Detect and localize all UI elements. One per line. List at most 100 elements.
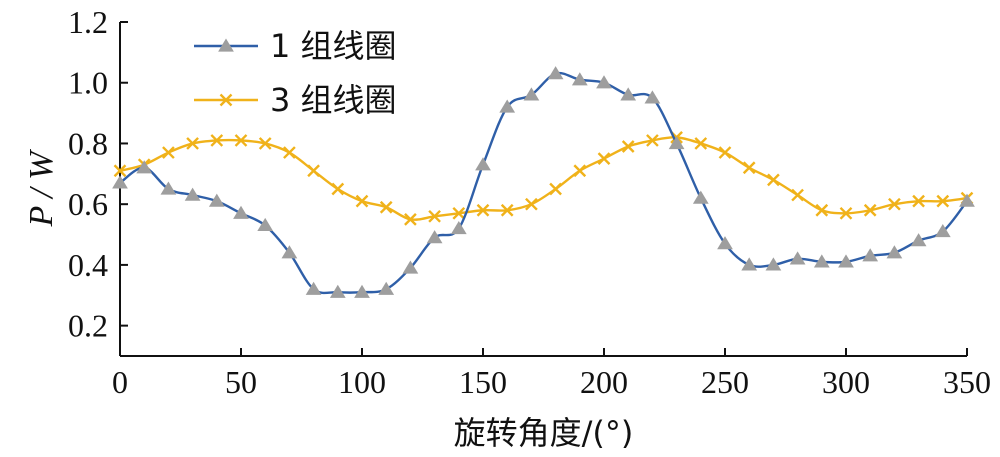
data-point bbox=[402, 260, 419, 274]
x-tick-label: 50 bbox=[225, 364, 257, 400]
x-marker-stroke bbox=[718, 146, 732, 159]
data-point bbox=[428, 209, 441, 223]
data-point bbox=[573, 164, 587, 178]
data-point bbox=[452, 206, 466, 220]
data-point bbox=[886, 245, 903, 259]
data-point bbox=[791, 188, 804, 202]
data-point bbox=[283, 146, 296, 159]
x-marker-stroke bbox=[646, 134, 659, 147]
x-marker-stroke bbox=[597, 152, 611, 165]
series-line bbox=[119, 71, 968, 295]
x-marker-stroke bbox=[500, 203, 514, 217]
x-marker-stroke bbox=[355, 194, 369, 208]
data-point bbox=[838, 254, 854, 268]
x-marker-stroke bbox=[888, 197, 901, 211]
x-marker-stroke bbox=[791, 188, 804, 202]
data-point bbox=[378, 281, 395, 295]
x-marker-stroke bbox=[186, 137, 199, 150]
x-marker-stroke bbox=[621, 140, 635, 153]
x-marker-stroke bbox=[283, 146, 296, 159]
data-point bbox=[307, 164, 320, 178]
data-point bbox=[160, 181, 177, 195]
data-point bbox=[258, 137, 272, 150]
x-tick-label: 350 bbox=[943, 364, 991, 400]
x-marker-stroke bbox=[452, 206, 466, 220]
data-point bbox=[646, 134, 659, 147]
data-point bbox=[717, 236, 733, 250]
data-point bbox=[596, 75, 612, 89]
x-marker-stroke bbox=[234, 134, 248, 147]
x-marker-stroke bbox=[379, 200, 393, 214]
data-point bbox=[813, 254, 830, 268]
y-tick-label: 0.4 bbox=[68, 247, 108, 283]
data-point bbox=[912, 194, 925, 208]
data-point bbox=[863, 203, 877, 217]
legend-label: 1 组线圈 bbox=[270, 27, 397, 65]
data-point bbox=[959, 193, 975, 207]
x-marker-stroke bbox=[912, 194, 925, 208]
data-point bbox=[668, 135, 685, 150]
x-marker-stroke bbox=[307, 164, 320, 178]
data-point bbox=[499, 99, 516, 113]
data-point bbox=[765, 257, 782, 271]
data-point bbox=[476, 203, 490, 217]
x-tick-label: 200 bbox=[580, 364, 628, 400]
data-point bbox=[450, 220, 467, 235]
data-point bbox=[741, 257, 758, 271]
x-marker-stroke bbox=[525, 197, 538, 211]
data-point bbox=[718, 146, 732, 159]
data-point bbox=[162, 146, 175, 159]
data-point bbox=[523, 87, 540, 101]
series-line bbox=[119, 136, 968, 221]
data-point bbox=[767, 173, 780, 187]
data-point bbox=[815, 203, 829, 217]
legend-label: 3 组线圈 bbox=[270, 81, 397, 119]
data-point bbox=[404, 213, 417, 226]
series-1 bbox=[112, 66, 975, 298]
x-marker-stroke bbox=[210, 134, 224, 147]
y-tick-label: 0.8 bbox=[68, 125, 108, 161]
data-point bbox=[426, 230, 443, 244]
legend-swatch-marker bbox=[219, 93, 233, 107]
data-point bbox=[547, 66, 564, 80]
x-axis-ticks: 0 50 100 150 200 250 300 350 bbox=[112, 348, 991, 400]
x-marker-stroke bbox=[331, 182, 345, 196]
data-point bbox=[888, 197, 901, 211]
data-point bbox=[208, 193, 225, 207]
x-marker-stroke bbox=[839, 206, 853, 220]
data-point bbox=[354, 284, 370, 298]
data-point bbox=[475, 157, 491, 171]
data-point bbox=[789, 251, 806, 265]
data-point bbox=[644, 90, 661, 104]
data-point bbox=[910, 233, 927, 247]
x-marker-stroke bbox=[258, 137, 272, 150]
data-point bbox=[934, 224, 951, 238]
data-point bbox=[186, 137, 199, 150]
data-point bbox=[694, 137, 708, 150]
data-point bbox=[862, 248, 879, 262]
data-point bbox=[136, 160, 153, 174]
y-tick-label: 0.6 bbox=[68, 186, 108, 222]
data-point bbox=[281, 245, 298, 259]
x-marker-stroke bbox=[936, 194, 950, 208]
legend: 1 组线圈 3 组线圈 bbox=[194, 27, 397, 119]
data-point bbox=[329, 284, 346, 298]
y-axis-ticks: 0.2 0.4 0.6 0.8 1.0 1.2 bbox=[68, 4, 128, 344]
x-marker-stroke bbox=[428, 209, 441, 223]
data-point bbox=[525, 197, 538, 211]
x-marker-stroke bbox=[767, 173, 780, 187]
data-point bbox=[621, 140, 635, 153]
plot-series bbox=[112, 66, 975, 298]
data-point bbox=[549, 182, 562, 196]
data-point bbox=[113, 164, 127, 178]
data-point bbox=[305, 281, 322, 295]
data-point bbox=[210, 134, 224, 147]
data-point bbox=[571, 72, 588, 86]
data-point bbox=[257, 217, 274, 232]
data-point bbox=[597, 152, 611, 165]
y-tick-label: 1.0 bbox=[68, 65, 108, 101]
data-point bbox=[233, 205, 249, 219]
data-point bbox=[500, 203, 514, 217]
x-tick-label: 100 bbox=[338, 364, 386, 400]
